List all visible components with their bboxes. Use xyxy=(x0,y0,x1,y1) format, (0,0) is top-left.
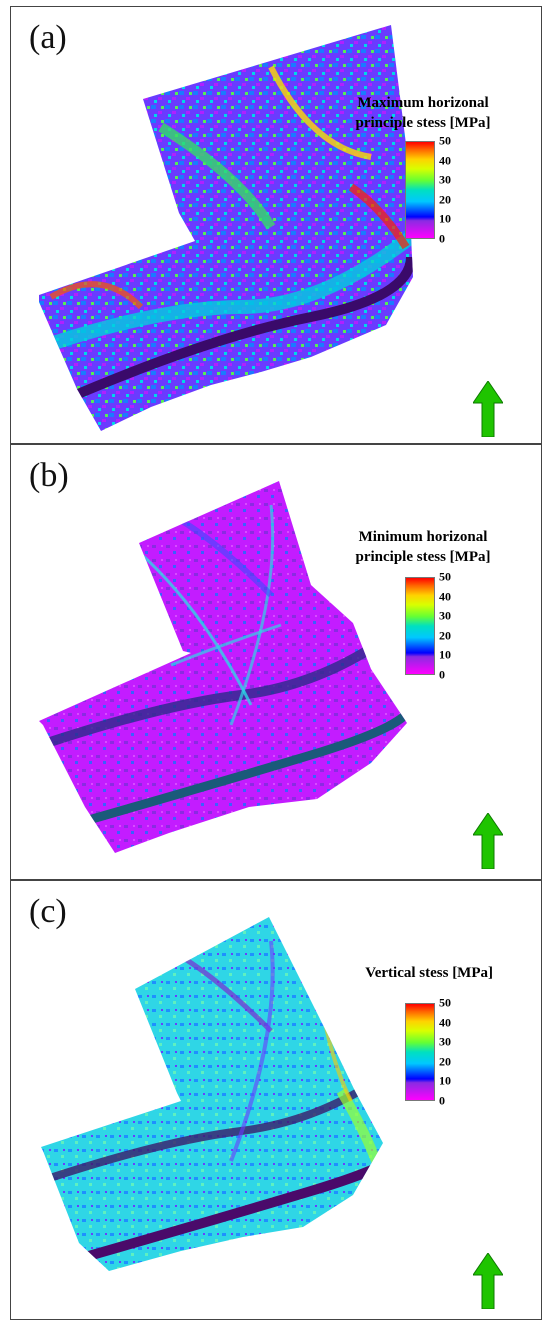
tick-label: 10 xyxy=(439,1073,451,1088)
tick-label: 10 xyxy=(439,211,451,226)
legend-title-line-1: Vertical stess [MPa] xyxy=(365,965,493,981)
stress-map-a xyxy=(39,25,413,431)
tick-label: 50 xyxy=(439,995,451,1010)
colorbar-ticks: 50 40 30 20 10 0 xyxy=(439,134,469,246)
panel-vertical-stress: (c) Vertical stess [MPa] 50 40 30 20 10 … xyxy=(10,880,542,1320)
panel-max-horizontal-stress: (a) Maximum horizonal principle stess [M… xyxy=(10,6,542,444)
panel-label: (c) xyxy=(29,893,67,930)
colorbar-ticks: 50 40 30 20 10 0 xyxy=(439,570,469,682)
panel-label: (a) xyxy=(29,19,67,56)
tick-label: 50 xyxy=(439,569,451,584)
tick-label: 40 xyxy=(439,589,451,604)
tick-label: 0 xyxy=(439,667,445,682)
tick-label: 20 xyxy=(439,1054,451,1069)
north-arrow-icon xyxy=(473,813,503,869)
legend-title: Vertical stess [MPa] xyxy=(253,963,493,983)
legend-title-line-1: Maximum horizonal xyxy=(357,95,489,111)
legend-title-line-2: principle stess [MPa] xyxy=(355,115,491,131)
tick-label: 40 xyxy=(439,153,451,168)
tick-label: 30 xyxy=(439,1034,451,1049)
legend-title-line-1: Minimum horizonal xyxy=(358,529,488,545)
panel-label: (b) xyxy=(29,457,69,494)
colorbar xyxy=(405,577,435,675)
tick-label: 30 xyxy=(439,172,451,187)
colorbar xyxy=(405,1003,435,1101)
stress-map-c xyxy=(41,917,383,1271)
tick-label: 20 xyxy=(439,192,451,207)
legend-title: Minimum horizonal principle stess [MPa] xyxy=(323,527,523,567)
tick-label: 50 xyxy=(439,133,451,148)
tick-label: 40 xyxy=(439,1015,451,1030)
tick-label: 10 xyxy=(439,647,451,662)
panel-min-horizontal-stress: (b) Minimum horizonal principle stess [M… xyxy=(10,444,542,880)
colorbar xyxy=(405,141,435,239)
stress-map-b xyxy=(39,481,407,853)
tick-label: 20 xyxy=(439,628,451,643)
legend-title-line-2: principle stess [MPa] xyxy=(355,549,491,565)
tick-label: 0 xyxy=(439,1093,445,1108)
north-arrow-icon xyxy=(473,1253,503,1309)
north-arrow-icon xyxy=(473,381,503,437)
colorbar-ticks: 50 40 30 20 10 0 xyxy=(439,996,469,1108)
tick-label: 0 xyxy=(439,231,445,246)
tick-label: 30 xyxy=(439,608,451,623)
legend-title: Maximum horizonal principle stess [MPa] xyxy=(323,93,523,133)
